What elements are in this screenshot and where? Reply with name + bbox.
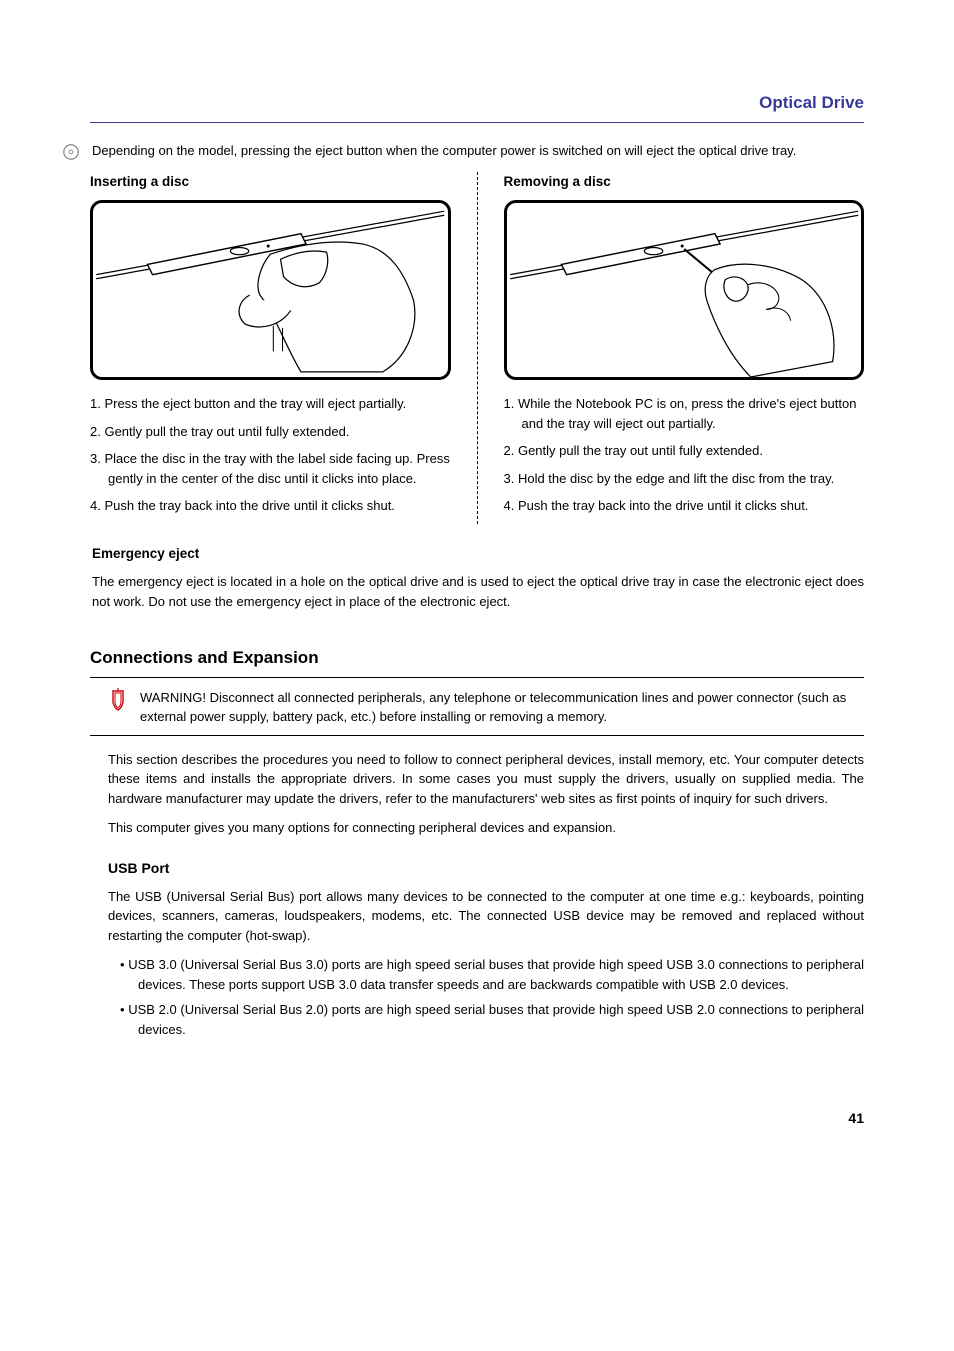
usb-intro: The USB (Universal Serial Bus) port allo… [108, 887, 864, 946]
remove-title: Removing a disc [504, 172, 865, 192]
usb-port-title: USB Port [108, 858, 864, 879]
insert-step-2: 2. Gently pull the tray out until fully … [90, 422, 451, 442]
insert-step-1: 1. Press the eject button and the tray w… [90, 394, 451, 414]
intro-paragraph: Depending on the model, pressing the eje… [92, 141, 864, 161]
page-section-header: Optical Drive [90, 90, 864, 123]
warning-icon [108, 688, 128, 718]
insert-step-3: 3. Place the disc in the tray with the l… [90, 449, 451, 488]
remove-step-4: 4. Push the tray back into the drive unt… [504, 496, 865, 516]
connections-p1: This section describes the procedures yo… [108, 750, 864, 809]
column-divider [477, 172, 478, 524]
connections-p2: This computer gives you many options for… [108, 818, 864, 838]
remove-step-3: 3. Hold the disc by the edge and lift th… [504, 469, 865, 489]
insert-title: Inserting a disc [90, 172, 451, 192]
disc-icon [62, 143, 80, 167]
warning-row: WARNING! Disconnect all connected periph… [90, 688, 864, 736]
insert-step-4: 4. Push the tray back into the drive unt… [90, 496, 451, 516]
remove-step-2: 2. Gently pull the tray out until fully … [504, 441, 865, 461]
two-column-layout: Inserting a disc 1. Press the eject butt [90, 172, 864, 524]
usb-bullet-1: • USB 3.0 (Universal Serial Bus 3.0) por… [138, 955, 864, 994]
usb-bullet-2: • USB 2.0 (Universal Serial Bus 2.0) por… [138, 1000, 864, 1039]
page-number: 41 [848, 1108, 864, 1129]
warning-text: WARNING! Disconnect all connected periph… [140, 688, 860, 727]
page-footer: 41 [90, 1119, 864, 1129]
col-remove-disc: Removing a disc 1. While the Notebook PC [494, 172, 865, 524]
remove-step-1: 1. While the Notebook PC is on, press th… [504, 394, 865, 433]
emergency-title: Emergency eject [92, 544, 864, 564]
illustration-insert [90, 200, 451, 380]
col-insert-disc: Inserting a disc 1. Press the eject butt [90, 172, 461, 524]
section-title-connections: Connections and Expansion [90, 645, 864, 678]
emergency-body: The emergency eject is located in a hole… [92, 572, 864, 611]
illustration-remove [504, 200, 865, 380]
